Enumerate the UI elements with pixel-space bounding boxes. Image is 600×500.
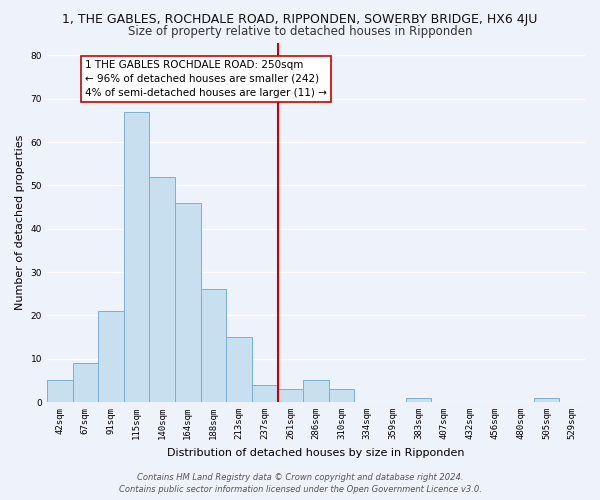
Bar — [303, 380, 329, 402]
X-axis label: Distribution of detached houses by size in Ripponden: Distribution of detached houses by size … — [167, 448, 465, 458]
Text: Contains HM Land Registry data © Crown copyright and database right 2024.
Contai: Contains HM Land Registry data © Crown c… — [119, 472, 481, 494]
Text: 1 THE GABLES ROCHDALE ROAD: 250sqm
← 96% of detached houses are smaller (242)
4%: 1 THE GABLES ROCHDALE ROAD: 250sqm ← 96%… — [85, 60, 327, 98]
Bar — [406, 398, 431, 402]
Bar — [47, 380, 73, 402]
Text: 1, THE GABLES, ROCHDALE ROAD, RIPPONDEN, SOWERBY BRIDGE, HX6 4JU: 1, THE GABLES, ROCHDALE ROAD, RIPPONDEN,… — [62, 12, 538, 26]
Bar — [278, 389, 303, 402]
Bar — [149, 177, 175, 402]
Bar — [252, 384, 278, 402]
Bar — [226, 337, 252, 402]
Bar — [73, 363, 98, 402]
Y-axis label: Number of detached properties: Number of detached properties — [15, 134, 25, 310]
Bar — [329, 389, 355, 402]
Bar — [175, 203, 200, 402]
Bar — [200, 290, 226, 402]
Bar — [534, 398, 559, 402]
Bar — [124, 112, 149, 402]
Bar — [98, 311, 124, 402]
Text: Size of property relative to detached houses in Ripponden: Size of property relative to detached ho… — [128, 25, 472, 38]
